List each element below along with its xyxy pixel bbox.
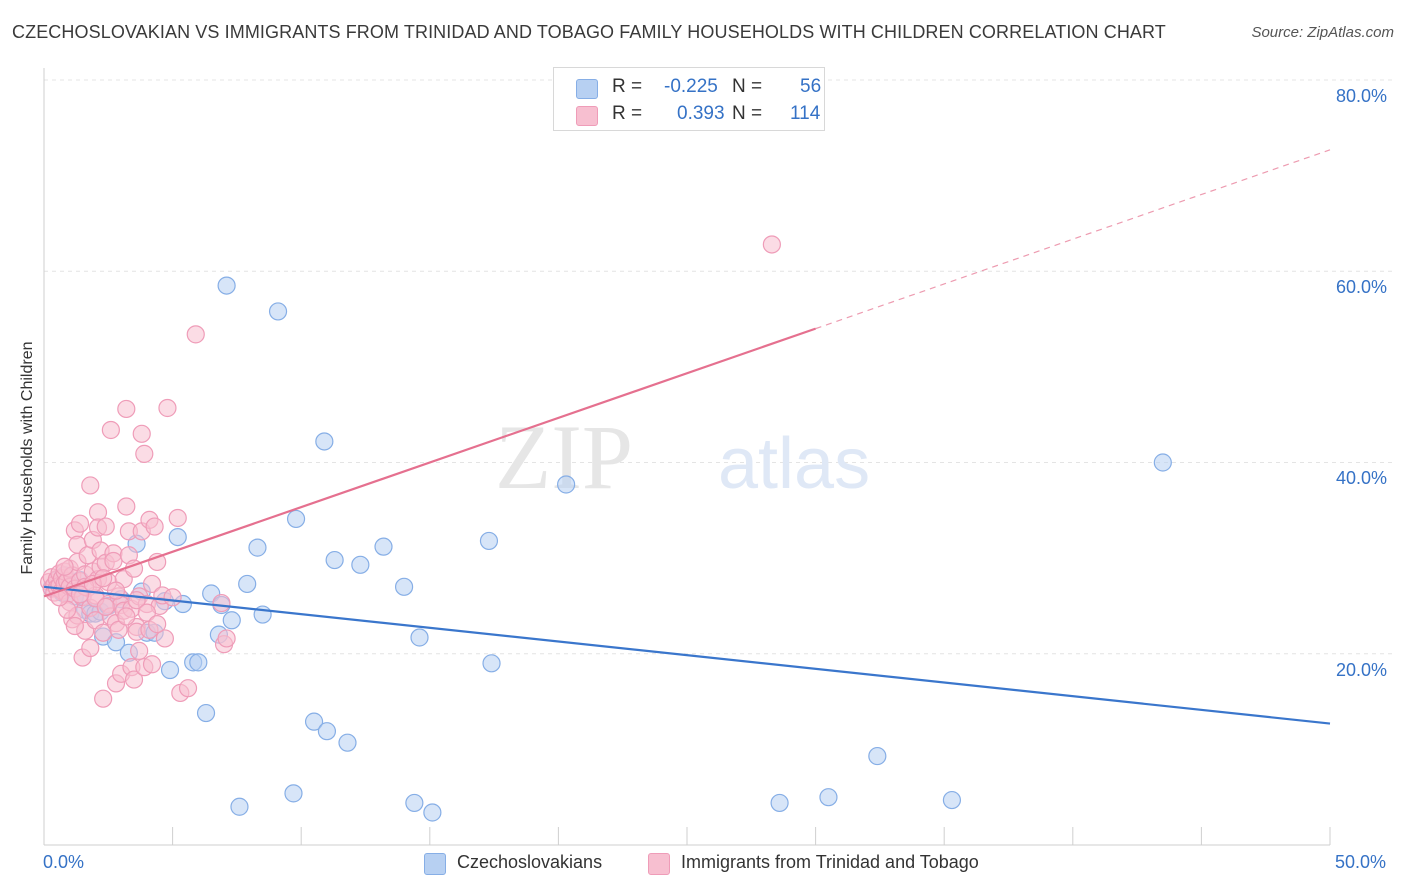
data-point [222, 611, 241, 630]
data-point [819, 788, 838, 807]
trend-lines [43, 149, 1331, 725]
data-point [168, 508, 187, 528]
data-point [189, 653, 208, 672]
data-point [374, 537, 393, 556]
legend-r-value: 0.393 [677, 103, 725, 124]
data-point [557, 475, 576, 494]
data-point [394, 577, 414, 596]
data-point [405, 793, 424, 813]
data-point [132, 424, 151, 443]
chart-title: CZECHOSLOVAKIAN VS IMMIGRANTS FROM TRINI… [12, 22, 1166, 42]
data-point [186, 325, 205, 344]
x-tick-label-min: 0.0% [43, 852, 85, 872]
data-point [96, 517, 115, 536]
data-point [117, 497, 136, 516]
axes [43, 68, 1331, 846]
grid-lines [44, 79, 1392, 655]
data-point [315, 432, 334, 451]
data-point [142, 574, 162, 594]
data-point [160, 660, 180, 680]
data-point [104, 551, 123, 571]
legend-n-value: 56 [800, 76, 822, 97]
data-point [130, 641, 149, 660]
data-point [284, 784, 303, 803]
y-tick-label-40: 40.0% [1336, 468, 1388, 488]
data-point [94, 689, 113, 708]
source-label: Source: ZipAtlas.com [1251, 24, 1394, 41]
data-point [351, 555, 370, 574]
trend-line-czechoslovakians [43, 585, 1331, 725]
series-czechoslovakians [42, 276, 1172, 822]
bottom-legend-label: Czechoslovakians [457, 852, 603, 872]
legend-n-label: N = [732, 103, 763, 124]
y-tick-label-80: 80.0% [1336, 86, 1388, 106]
legend-r-label: R = [612, 76, 643, 97]
data-point [423, 803, 442, 822]
data-point [482, 654, 501, 673]
bottom-legend-label: Immigrants from Trinidad and Tobago [681, 852, 979, 872]
bottom-legend-swatch-blue [424, 853, 446, 875]
legend-r-value: -0.225 [664, 76, 718, 97]
data-point [317, 722, 337, 741]
data-point [410, 628, 429, 647]
data-point [230, 797, 249, 816]
legend-r-label: R = [612, 103, 643, 124]
watermark-atlas: atlas [718, 424, 870, 504]
data-point [135, 444, 154, 463]
data-point [65, 616, 84, 636]
legend-n-value: 114 [790, 103, 821, 124]
bottom-legend-swatch-pink [648, 853, 670, 875]
x-tick-label-max: 50.0% [1335, 852, 1387, 872]
data-point [248, 538, 267, 557]
data-point [1153, 453, 1172, 472]
y-tick-label-20: 20.0% [1336, 660, 1388, 680]
data-point [196, 703, 216, 723]
data-point [338, 733, 357, 752]
data-point [142, 655, 162, 674]
data-point [325, 550, 344, 570]
data-point [238, 574, 257, 594]
data-point [212, 593, 231, 613]
data-point [158, 398, 177, 418]
data-point [101, 420, 120, 440]
data-point [286, 509, 306, 529]
legend-swatch-pink [576, 106, 598, 126]
data-point [479, 531, 499, 551]
data-point [942, 790, 962, 810]
data-point [868, 746, 887, 766]
data-point [217, 276, 236, 295]
data-point [124, 670, 144, 689]
data-point [117, 607, 136, 626]
data-point [148, 615, 167, 634]
data-point [81, 476, 100, 495]
data-point [137, 603, 156, 622]
data-point [762, 235, 781, 254]
data-point [178, 679, 198, 698]
data-point [770, 793, 789, 813]
data-point [268, 302, 288, 321]
data-point [155, 629, 174, 648]
data-point [55, 557, 74, 576]
data-point [168, 527, 187, 547]
data-point [304, 712, 324, 731]
correlation-legend: R = -0.225 N = 56 R = 0.393 N = 114 [553, 67, 825, 131]
y-tick-label-60: 60.0% [1336, 277, 1388, 297]
legend-n-label: N = [732, 76, 763, 97]
data-point [96, 597, 115, 616]
data-point [70, 514, 90, 533]
trend-line-trinidad-tobago [43, 327, 816, 598]
legend-swatch-blue [576, 79, 598, 99]
trend-line-trinidad-tobago-extension [815, 149, 1331, 330]
data-point [163, 588, 182, 607]
data-point [217, 629, 236, 648]
data-point [117, 399, 136, 419]
data-point [109, 620, 128, 639]
data-point [81, 638, 100, 658]
watermark: ZIP atlas [495, 406, 870, 508]
data-point [106, 581, 126, 600]
data-point [145, 517, 164, 536]
